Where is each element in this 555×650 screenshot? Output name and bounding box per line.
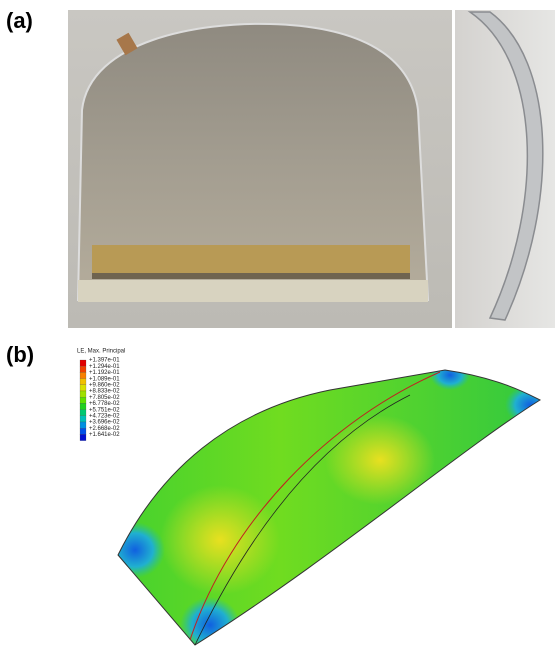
figure: (a) (b) LE, Max. Principal +1.397e-01+1.… (0, 0, 555, 650)
legend-label: +1.641e-02 (89, 432, 120, 438)
legend-swatch (80, 434, 86, 440)
legend-label: +3.696e-02 (89, 420, 120, 426)
legend-swatch (80, 422, 86, 428)
legend-swatch (80, 379, 86, 385)
legend-label: +8.833e-02 (89, 389, 120, 395)
panel-label: (a) (6, 8, 33, 33)
electrode-edge (92, 273, 410, 279)
legend-label: +5.751e-02 (89, 407, 120, 413)
legend-label: +1.397e-01 (89, 358, 120, 364)
electrode-strip (92, 245, 410, 273)
legend: +1.397e-01+1.294e-01+1.192e-01+1.089e-01… (80, 358, 120, 441)
legend-swatch (80, 391, 86, 397)
legend-label: +6.778e-02 (89, 401, 120, 407)
figure-canvas: (a) (b) LE, Max. Principal +1.397e-01+1.… (0, 0, 555, 650)
legend-label: +4.723e-02 (89, 413, 120, 419)
legend-swatch (80, 416, 86, 422)
legend-label: +1.089e-01 (89, 376, 120, 382)
legend-swatch (80, 372, 86, 378)
legend-label: +1.294e-01 (89, 364, 120, 370)
legend-label: +1.192e-01 (89, 370, 120, 376)
legend-label: +9.860e-02 (89, 382, 120, 388)
legend-swatch (80, 428, 86, 434)
legend-swatch (80, 403, 86, 409)
legend-swatch (80, 360, 86, 366)
film-base (78, 280, 428, 302)
legend-label: +2.668e-02 (89, 426, 120, 432)
legend-swatch (80, 397, 86, 403)
legend-swatch (80, 366, 86, 372)
panel-label: (b) (6, 342, 34, 367)
contour-shell (100, 360, 555, 650)
legend-label: +7.805e-02 (89, 395, 120, 401)
legend-swatch (80, 385, 86, 391)
legend-title: LE, Max. Principal (77, 349, 125, 355)
legend-swatch (80, 410, 86, 416)
